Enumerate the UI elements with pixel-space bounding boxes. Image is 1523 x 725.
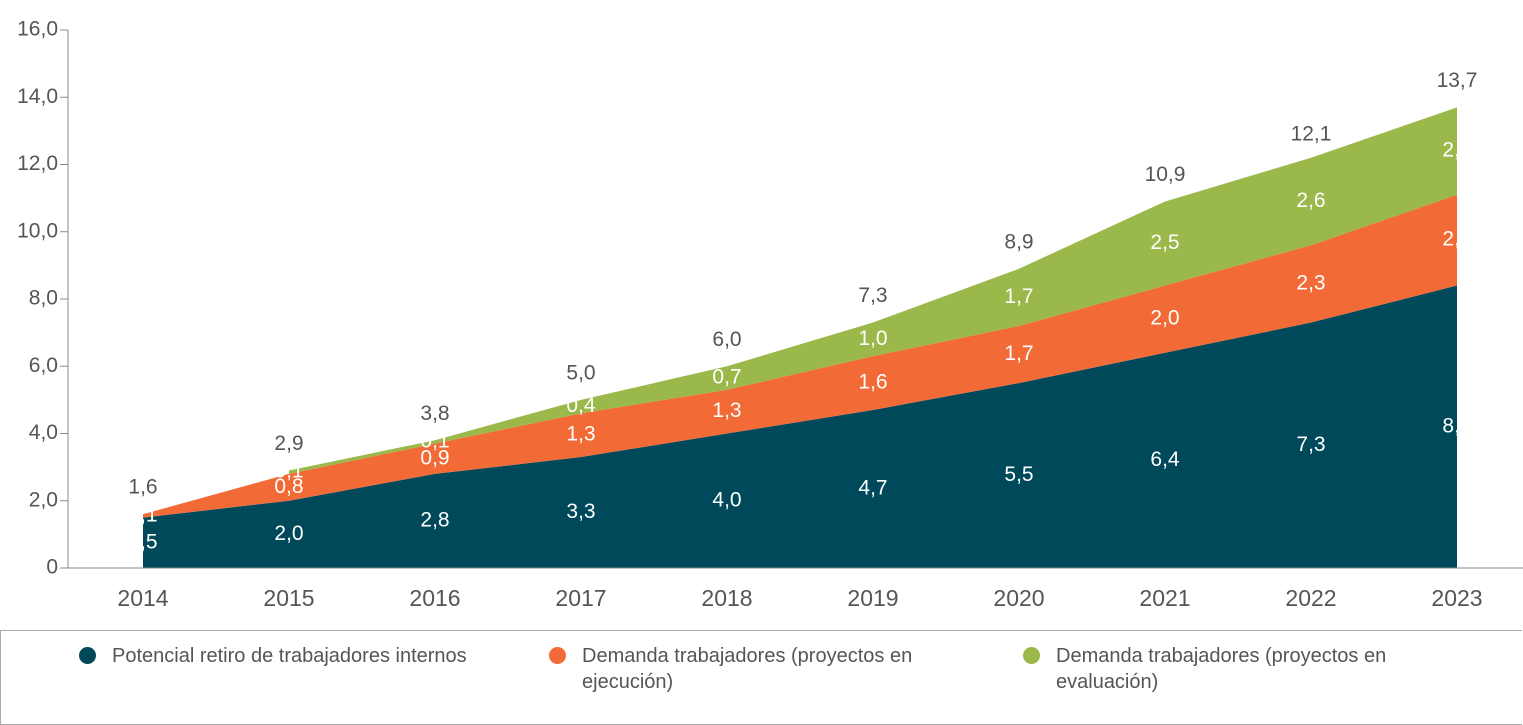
data-label: 2,6 [1442, 139, 1471, 162]
data-label: 7,3 [1296, 433, 1325, 456]
data-label: 2,7 [1442, 228, 1471, 251]
x-tick-label: 2018 [701, 585, 752, 611]
total-label: 13,7 [1437, 69, 1478, 92]
x-tick-label: 2017 [555, 585, 606, 611]
legend-swatch [549, 647, 566, 664]
data-label: 4,0 [712, 488, 741, 511]
data-label: 3,3 [566, 500, 595, 523]
y-tick-label: 10,0 [17, 219, 58, 242]
data-label: 5,5 [1004, 463, 1033, 486]
total-label: 2,9 [274, 432, 303, 455]
total-label: 3,8 [420, 402, 449, 425]
y-tick-label: 2,0 [29, 488, 58, 511]
data-label: 1,3 [566, 423, 595, 446]
data-label: 0,7 [712, 366, 741, 389]
total-label: 1,6 [128, 476, 157, 499]
legend-label: Demanda trabajadores (proyectos en evalu… [1056, 645, 1387, 693]
data-label: 1,5 [128, 530, 157, 553]
data-label: 1,6 [858, 371, 887, 394]
data-label: 8,4 [1442, 414, 1472, 437]
x-tick-label: 2022 [1285, 585, 1336, 611]
y-tick-label: 6,0 [29, 354, 58, 377]
data-label: 1,0 [858, 327, 887, 350]
legend-entry: Demanda trabajadores (proyectos en ejecu… [549, 643, 952, 695]
total-label: 12,1 [1291, 123, 1332, 146]
data-label: 1,7 [1004, 342, 1033, 365]
y-tick-label: 8,0 [29, 287, 58, 310]
data-label: 0,1 [420, 429, 449, 452]
area [143, 194, 1457, 518]
data-label: 1,7 [1004, 285, 1033, 308]
x-tick-label: 2023 [1431, 585, 1482, 611]
total-label: 7,3 [858, 284, 887, 307]
data-label: 2,6 [1296, 189, 1325, 212]
legend-label: Demanda trabajadores (proyectos en ejecu… [582, 645, 913, 693]
data-label: 0,8 [274, 475, 303, 498]
x-tick-label: 2015 [263, 585, 314, 611]
data-label: 0,1 [274, 460, 303, 483]
data-label: 0,4 [566, 394, 596, 417]
total-label: 10,9 [1145, 163, 1186, 186]
data-label: 2,5 [1150, 231, 1179, 254]
x-tick-label: 2019 [847, 585, 898, 611]
y-tick-label: 16,0 [17, 18, 58, 41]
x-tick-label: 2021 [1139, 585, 1190, 611]
total-label: 5,0 [566, 361, 595, 384]
legend-entry: Demanda trabajadores (proyectos en evalu… [1023, 643, 1426, 695]
x-tick-label: 2016 [409, 585, 460, 611]
data-label: 1,3 [712, 399, 741, 422]
y-tick-label: 4,0 [29, 421, 58, 444]
data-label: 0,1 [128, 503, 157, 526]
data-label: 2,0 [1150, 307, 1179, 330]
data-label: 2,3 [1296, 271, 1325, 294]
legend-label: Potencial retiro de trabajadores interno… [112, 645, 467, 667]
chart: 0 2,0 4,0 6,0 8,0 10,0 12,0 14,0 16,0 1,5 2,0 2,8 3,… [17, 18, 1523, 611]
x-tick-label: 2014 [117, 585, 168, 611]
y-tick-label: 14,0 [17, 85, 58, 108]
y-tick-label: 0 [46, 556, 58, 579]
legend: Potencial retiro de trabajadores interno… [0, 630, 1522, 725]
data-label: 6,4 [1150, 448, 1180, 471]
area [143, 285, 1457, 568]
x-tick-label: 2020 [993, 585, 1044, 611]
legend-swatch [79, 647, 96, 664]
data-label: 4,7 [858, 477, 887, 500]
data-label: 2,8 [420, 508, 449, 531]
data-label: 0,9 [420, 446, 449, 469]
legend-entry: Potencial retiro de trabajadores interno… [79, 643, 482, 669]
y-tick-label: 12,0 [17, 152, 58, 175]
areas [143, 107, 1457, 568]
legend-swatch [1023, 647, 1040, 664]
total-label: 6,0 [712, 328, 741, 351]
total-label: 8,9 [1004, 230, 1033, 253]
data-label: 2,0 [274, 522, 303, 545]
